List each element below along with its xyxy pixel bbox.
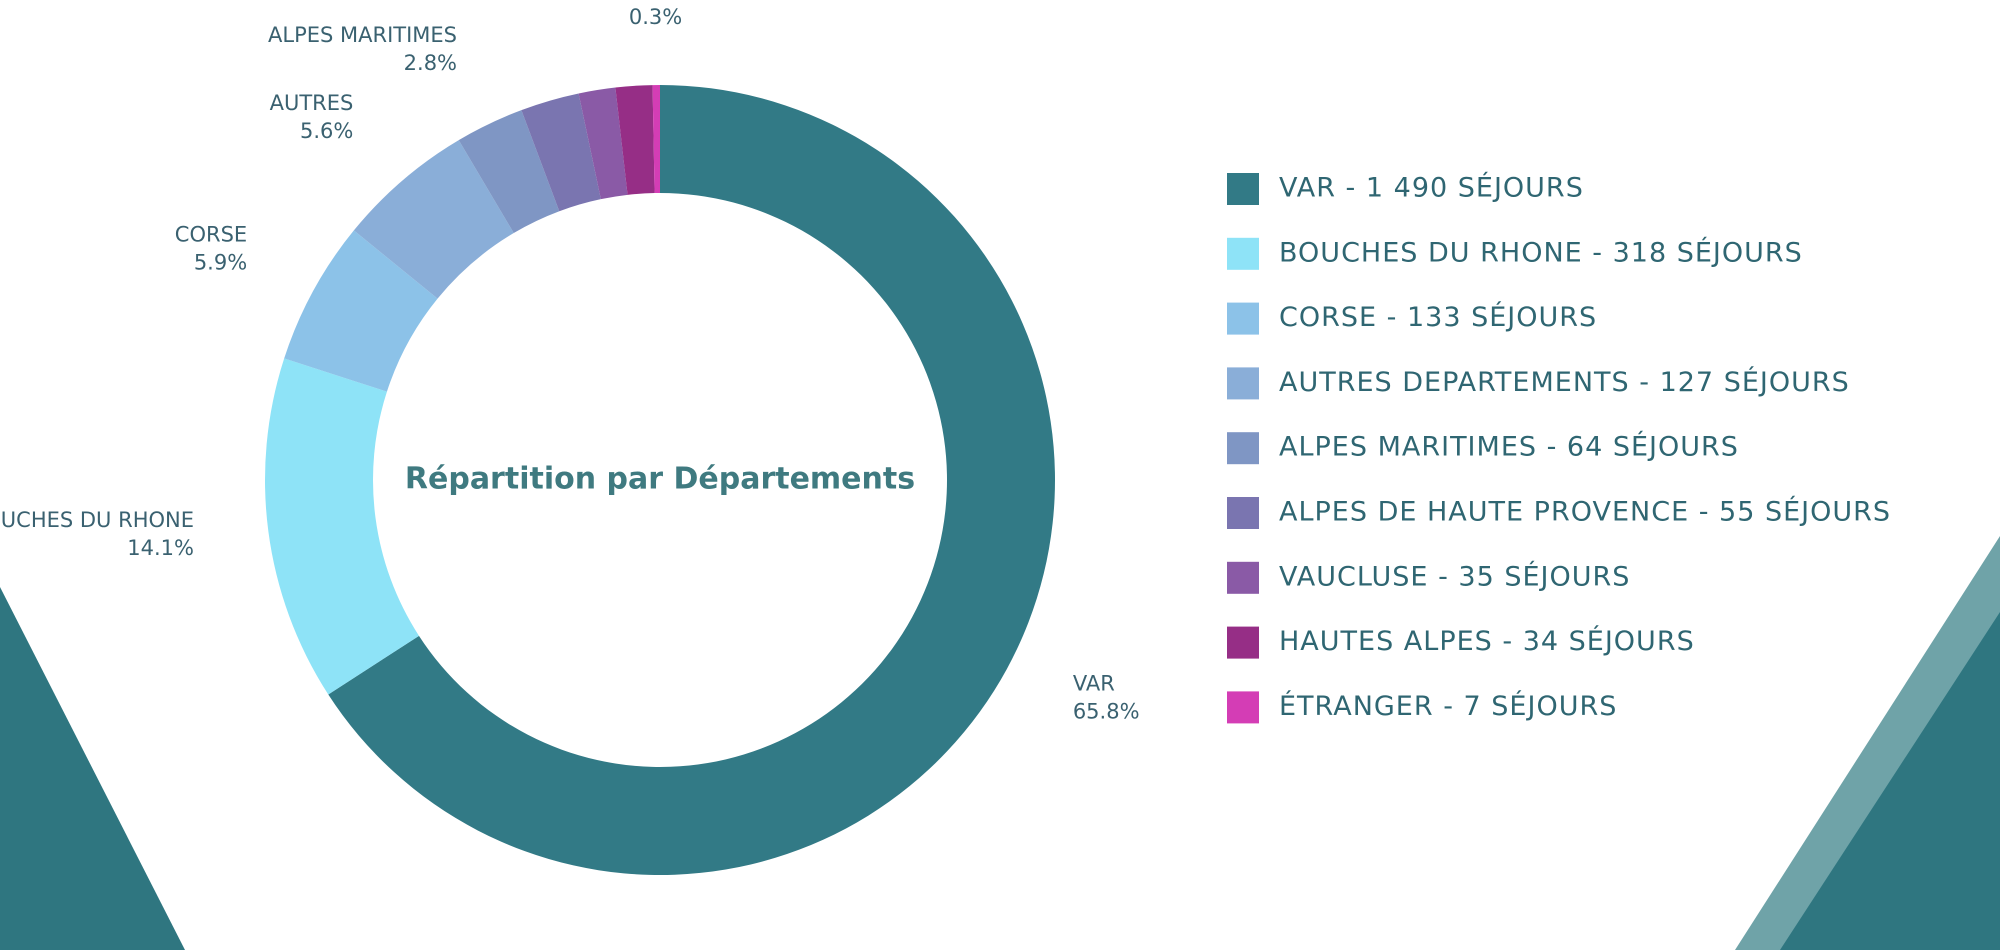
slice-value: 65.8% (1073, 700, 1140, 724)
legend-swatch (1227, 173, 1259, 205)
legend-label: ALPES DE HAUTE PROVENCE - 55 SÉJOURS (1279, 496, 1891, 528)
slice-label: CORSE (175, 222, 247, 246)
legend-label: VAUCLUSE - 35 SÉJOURS (1279, 560, 1630, 592)
legend-label: ÉTRANGER - 7 SÉJOURS (1279, 690, 1617, 722)
legend-label: BOUCHES DU RHONE - 318 SÉJOURS (1279, 236, 1803, 268)
legend-label: ALPES MARITIMES - 64 SÉJOURS (1279, 431, 1739, 463)
legend-swatch (1227, 237, 1259, 270)
slice (458, 110, 560, 234)
chart-title: Répartition par Départements (405, 462, 915, 497)
legend-label: CORSE - 133 SÉJOURS (1279, 301, 1597, 333)
decor-triangle (1780, 612, 2000, 950)
slice (265, 358, 419, 695)
legend-swatch (1227, 432, 1259, 465)
slice-value: 2.8% (404, 51, 457, 75)
slice-label: AUTRES (270, 91, 354, 115)
legend-label: VAR - 1 490 SÉJOURS (1279, 172, 1584, 204)
decor-triangle (0, 587, 185, 950)
slice-label: ALPES MARITIMES (268, 23, 457, 47)
slice (284, 230, 438, 392)
legend-swatch (1227, 367, 1259, 400)
legend-swatch (1227, 626, 1259, 659)
legend-swatch (1227, 497, 1259, 529)
legend-label: AUTRES DEPARTEMENTS - 127 SÉJOURS (1279, 366, 1850, 398)
slice-label: VAR (1073, 672, 1115, 696)
slice (578, 87, 628, 200)
legend-swatch (1227, 561, 1259, 594)
slice-label: ETRANGER (599, 0, 713, 1)
legend-swatch (1227, 691, 1259, 724)
slice (328, 85, 1055, 875)
legend-label: HAUTES ALPES - 34 SÉJOURS (1279, 625, 1695, 657)
slice (521, 93, 601, 212)
slice-value: 5.6% (300, 119, 353, 143)
slice-value: 0.3% (629, 5, 682, 29)
slice-value: 14.1% (127, 536, 194, 560)
slice (615, 85, 655, 195)
legend-swatch (1227, 302, 1259, 335)
slice (652, 85, 660, 194)
slice (353, 140, 514, 299)
slice-label: BOUCHES DU RHONE (0, 508, 194, 532)
slice-value: 5.9% (194, 250, 247, 274)
